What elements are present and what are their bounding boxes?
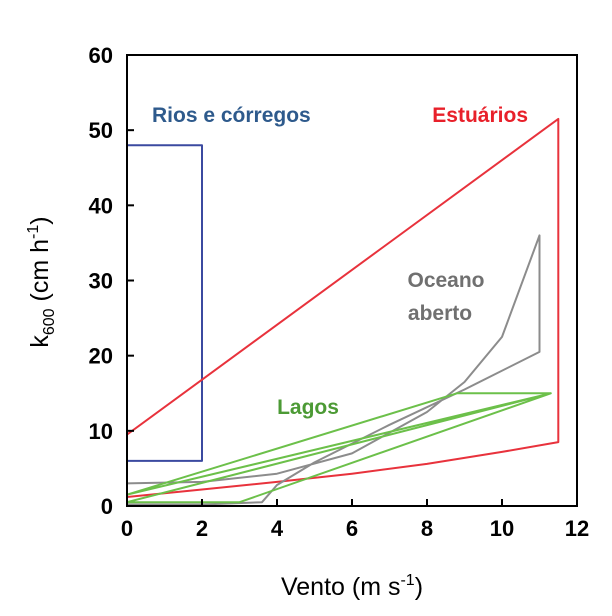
y-axis-label-close: ) <box>26 216 54 224</box>
x-tick-label: 10 <box>490 516 514 541</box>
y-axis-label-sup: -1 <box>25 225 42 239</box>
x-axis-label-main: Vento (m s <box>281 573 401 601</box>
y-tick-label: 60 <box>89 43 113 68</box>
x-tick-label: 0 <box>121 516 133 541</box>
series-estuarios <box>126 117 560 498</box>
series-oceano-aberto <box>126 234 541 506</box>
y-tick-label: 10 <box>89 419 113 444</box>
x-axis-label-sup: -1 <box>400 572 414 589</box>
y-tick-label: 0 <box>101 494 113 519</box>
labels-layer: Rios e córregos Estuários Oceano aberto Lago… <box>152 104 528 419</box>
label-estuarios: Estuários <box>432 104 528 127</box>
x-tick-label: 6 <box>346 516 358 541</box>
x-axis-label-close: ) <box>415 573 423 601</box>
series-rios-e-corregos <box>126 144 203 462</box>
x-tick-label: 12 <box>565 516 589 541</box>
y-axis-label-rest: (cm h <box>26 239 54 308</box>
label-oceano-aberto: aberto <box>408 302 472 325</box>
x-tick-label: 4 <box>271 516 284 541</box>
y-tick-label: 50 <box>89 118 113 143</box>
y-axis-label: k600 (cm h-1) <box>25 216 58 347</box>
label-oceano-aberto: Oceano <box>407 269 484 292</box>
ticks-layer: 0 2 4 6 8 10 12 0 10 20 30 40 50 60 <box>89 43 590 541</box>
label-lagos: Lagos <box>277 396 339 419</box>
y-tick-label: 30 <box>89 269 113 294</box>
label-rios-e-corregos: Rios e córregos <box>152 104 311 127</box>
series-layer <box>126 117 560 506</box>
y-axis-label-sub: 600 <box>41 308 58 335</box>
y-tick-label: 20 <box>89 344 113 369</box>
x-axis-label: Vento (m s-1) <box>281 572 423 601</box>
y-axis-label-main: k <box>26 335 54 348</box>
x-tick-label: 8 <box>421 516 433 541</box>
x-tick-label: 2 <box>196 516 208 541</box>
y-tick-label: 40 <box>89 193 113 218</box>
